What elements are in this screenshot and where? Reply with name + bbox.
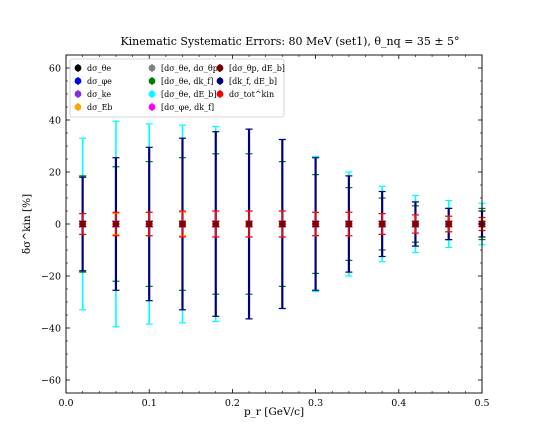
data-point — [146, 220, 153, 228]
legend-label: dσ_tot^kin — [229, 90, 274, 99]
legend-label: [dσ_θe, dE_b] — [161, 90, 217, 99]
data-point — [345, 220, 353, 228]
legend-marker — [216, 90, 224, 98]
data-point — [212, 220, 219, 228]
legend-item: dσ_φe — [74, 77, 112, 86]
legend-label: dσ_φe — [87, 77, 112, 86]
data-point — [79, 220, 86, 228]
legend-marker — [148, 64, 156, 72]
legend-marker — [148, 103, 156, 111]
y-tick-label: 20 — [49, 168, 61, 179]
data-point — [279, 220, 286, 228]
data-layer — [79, 120, 486, 328]
legend-label: [dσ_θp, dE_b] — [229, 64, 285, 73]
x-tick-label: 0.4 — [391, 398, 406, 409]
data-point — [445, 220, 452, 228]
legend-marker — [148, 77, 156, 85]
legend-marker — [74, 64, 82, 72]
legend-marker — [216, 64, 224, 72]
series-8 — [79, 220, 486, 228]
legend-label: [dσ_φe, dk_f] — [161, 103, 214, 112]
legend-marker — [74, 90, 82, 98]
legend-item: [dσ_θe, dσ_θp] — [148, 64, 221, 73]
legend-marker — [74, 103, 82, 111]
legend-label: [dσ_θe, dk_f] — [161, 77, 213, 86]
data-point — [179, 220, 186, 228]
legend-marker — [148, 90, 156, 98]
legend-item: dσ_Eb — [74, 103, 113, 112]
legend-box — [69, 58, 285, 118]
legend-marker — [216, 77, 224, 85]
legend-item: [dσ_θe, dk_f] — [148, 77, 213, 86]
legend-label: dσ_θe — [87, 64, 111, 73]
legend-items: dσ_θe dσ_φe dσ_ke dσ_Eb [dσ_θe, dσ_θp] [dσ_θe… — [74, 64, 285, 112]
legend-label: [dσ_θe, dσ_θp] — [161, 64, 221, 73]
legend-label: [dk_f, dE_b] — [229, 77, 277, 86]
legend-marker — [74, 77, 82, 85]
x-tick-label: 0.3 — [308, 398, 323, 409]
data-point — [378, 220, 386, 228]
legend-item: dσ_tot^kin — [216, 90, 274, 99]
data-point — [312, 220, 319, 228]
chart-title: Kinematic Systematic Errors: 80 MeV (set… — [120, 35, 459, 48]
y-tick-label: 0 — [55, 220, 61, 231]
data-point — [412, 220, 419, 228]
legend-label: dσ_ke — [87, 90, 111, 99]
legend-item: dσ_ke — [74, 90, 111, 99]
y-tick-label: 40 — [49, 116, 61, 127]
y-tick-label: 60 — [49, 64, 61, 75]
y-tick-label: −40 — [41, 324, 61, 335]
x-tick-label: 0.0 — [58, 398, 73, 409]
x-tick-label: 0.5 — [474, 398, 489, 409]
legend-item: [dk_f, dE_b] — [216, 77, 277, 86]
legend-item: dσ_θe — [74, 64, 111, 73]
legend-item: [dσ_θe, dE_b] — [148, 90, 217, 99]
legend-item: [dσ_φe, dk_f] — [148, 103, 214, 112]
legend: dσ_θe dσ_φe dσ_ke dσ_Eb [dσ_θe, dσ_θp] [dσ_θe… — [69, 58, 285, 118]
x-tick-label: 0.2 — [225, 398, 240, 409]
legend-label: dσ_Eb — [87, 103, 113, 112]
y-tick-label: −20 — [41, 272, 61, 283]
y-tick-label: −60 — [41, 376, 61, 387]
axes-layer: 0.0 0.1 0.2 0.3 0.4 0.5 −60 −40 −20 0 20 40 60 — [41, 55, 490, 409]
x-axis-label: p_r [GeV/c] — [244, 406, 304, 418]
data-point — [245, 220, 253, 228]
data-point — [112, 220, 120, 228]
y-axis-label: δσ^kin [%] — [21, 194, 33, 254]
legend-item: [dσ_θp, dE_b] — [216, 64, 285, 73]
x-tick-label: 0.1 — [142, 398, 157, 409]
